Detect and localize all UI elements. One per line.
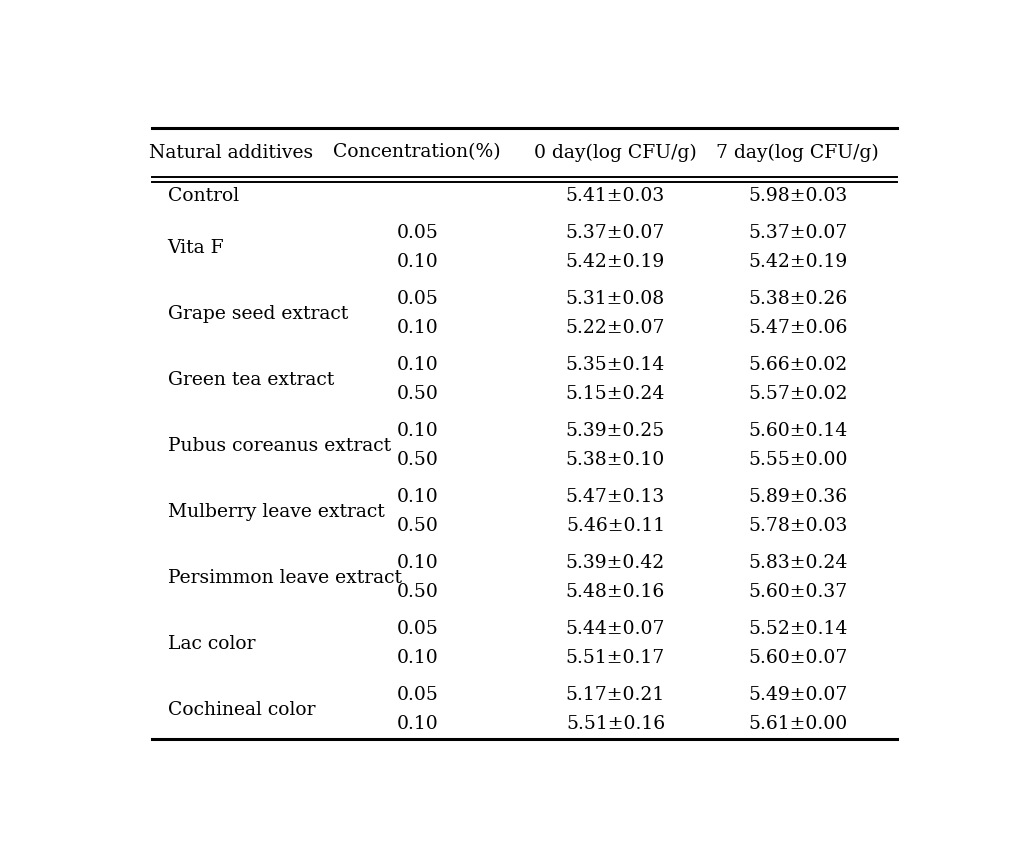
Text: 5.42±0.19: 5.42±0.19 (748, 253, 847, 271)
Text: 5.37±0.07: 5.37±0.07 (748, 224, 847, 242)
Text: 0.10: 0.10 (396, 357, 438, 374)
Text: 0.10: 0.10 (396, 422, 438, 441)
Text: 0.10: 0.10 (396, 253, 438, 271)
Text: 5.60±0.14: 5.60±0.14 (748, 422, 847, 441)
Text: Mulberry leave extract: Mulberry leave extract (168, 503, 385, 520)
Text: 5.46±0.11: 5.46±0.11 (566, 517, 665, 535)
Text: 5.47±0.06: 5.47±0.06 (748, 319, 847, 337)
Text: 5.41±0.03: 5.41±0.03 (566, 187, 665, 205)
Text: 5.37±0.07: 5.37±0.07 (566, 224, 665, 242)
Text: 0.05: 0.05 (396, 621, 438, 638)
Text: Cochineal color: Cochineal color (168, 700, 315, 719)
Text: Pubus coreanus extract: Pubus coreanus extract (168, 436, 391, 455)
Text: Lac color: Lac color (168, 635, 255, 653)
Text: 5.52±0.14: 5.52±0.14 (748, 621, 847, 638)
Text: 5.57±0.02: 5.57±0.02 (748, 385, 848, 403)
Text: Natural additives: Natural additives (149, 143, 313, 161)
Text: 5.51±0.17: 5.51±0.17 (566, 649, 665, 667)
Text: Concentration(%): Concentration(%) (333, 143, 501, 161)
Text: 0.50: 0.50 (396, 583, 438, 601)
Text: 5.55±0.00: 5.55±0.00 (748, 451, 848, 469)
Text: 5.31±0.08: 5.31±0.08 (566, 290, 665, 308)
Text: 0 day(log CFU/g): 0 day(log CFU/g) (534, 143, 697, 161)
Text: 5.60±0.37: 5.60±0.37 (748, 583, 847, 601)
Text: Control: Control (168, 187, 238, 205)
Text: Grape seed extract: Grape seed extract (168, 305, 348, 323)
Text: 5.38±0.26: 5.38±0.26 (748, 290, 847, 308)
Text: 5.22±0.07: 5.22±0.07 (566, 319, 665, 337)
Text: Vita F: Vita F (168, 239, 224, 256)
Text: 5.35±0.14: 5.35±0.14 (566, 357, 665, 374)
Text: 0.05: 0.05 (396, 224, 438, 242)
Text: 5.17±0.21: 5.17±0.21 (566, 687, 665, 705)
Text: Persimmon leave extract: Persimmon leave extract (168, 569, 401, 587)
Text: 5.89±0.36: 5.89±0.36 (748, 488, 847, 506)
Text: 5.61±0.00: 5.61±0.00 (748, 715, 847, 734)
Text: 0.50: 0.50 (396, 451, 438, 469)
Text: 5.39±0.42: 5.39±0.42 (566, 554, 665, 572)
Text: 0.50: 0.50 (396, 517, 438, 535)
Text: 5.15±0.24: 5.15±0.24 (566, 385, 665, 403)
Text: 0.05: 0.05 (396, 687, 438, 705)
Text: 7 day(log CFU/g): 7 day(log CFU/g) (716, 143, 879, 161)
Text: Green tea extract: Green tea extract (168, 371, 333, 389)
Text: 0.10: 0.10 (396, 649, 438, 667)
Text: 5.83±0.24: 5.83±0.24 (748, 554, 847, 572)
Text: 0.05: 0.05 (396, 290, 438, 308)
Text: 5.48±0.16: 5.48±0.16 (566, 583, 665, 601)
Text: 0.50: 0.50 (396, 385, 438, 403)
Text: 5.42±0.19: 5.42±0.19 (566, 253, 665, 271)
Text: 5.78±0.03: 5.78±0.03 (748, 517, 847, 535)
Text: 0.10: 0.10 (396, 319, 438, 337)
Text: 5.49±0.07: 5.49±0.07 (748, 687, 847, 705)
Text: 5.47±0.13: 5.47±0.13 (566, 488, 665, 506)
Text: 0.10: 0.10 (396, 554, 438, 572)
Text: 5.38±0.10: 5.38±0.10 (566, 451, 665, 469)
Text: 5.44±0.07: 5.44±0.07 (566, 621, 665, 638)
Text: 5.66±0.02: 5.66±0.02 (748, 357, 847, 374)
Text: 5.39±0.25: 5.39±0.25 (566, 422, 665, 441)
Text: 0.10: 0.10 (396, 488, 438, 506)
Text: 5.60±0.07: 5.60±0.07 (748, 649, 847, 667)
Text: 5.51±0.16: 5.51±0.16 (566, 715, 665, 734)
Text: 5.98±0.03: 5.98±0.03 (748, 187, 847, 205)
Text: 0.10: 0.10 (396, 715, 438, 734)
